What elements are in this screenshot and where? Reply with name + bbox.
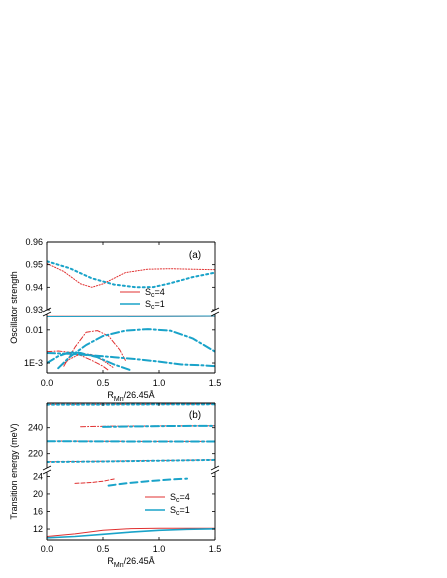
axis-break-mark: [42, 311, 52, 317]
y-tick-label: 1E-3: [24, 358, 43, 368]
y-tick-label: 0.01: [25, 325, 43, 335]
x-tick-label: 1.0: [153, 378, 166, 388]
series-line-sc-4-5: [47, 350, 110, 371]
x-tick-label: 0.5: [97, 378, 110, 388]
series-line-sc-1-3: [47, 315, 215, 317]
x-axis-title: RMn/26.45Å: [107, 390, 154, 403]
y-axis-title: Oscillator strength: [9, 271, 19, 344]
panel-b: 0.0 0.5 1.0 1.5 240 220 24 20 16 12 RMn/26.45Å Tran…: [9, 402, 222, 569]
x-tick-label: 1.0: [153, 544, 166, 554]
panel-label: (b): [189, 410, 201, 421]
series-line-sc-1-9: [47, 351, 132, 372]
legend: Sc=4Sc=1: [145, 492, 190, 517]
legend-label: Sc=1: [170, 505, 190, 517]
axis-break-mark: [210, 469, 220, 475]
series-line-sc-4-10: [47, 527, 215, 537]
legend-label: Sc=1: [145, 299, 165, 311]
series-line-sc-1-3: [102, 424, 215, 428]
y-axis-title: Transition energy (meV): [9, 423, 19, 519]
series-line-sc-1-7: [47, 458, 215, 463]
x-tick-label: 0.5: [97, 544, 110, 554]
series-line-sc-1-9: [107, 477, 188, 487]
axis-break-mark: [42, 465, 52, 471]
y-tick-label: 240: [28, 423, 43, 433]
axis-break-mark: [210, 311, 220, 317]
y-tick-label: 0.96: [25, 237, 43, 247]
y-tick-label: 0.93: [25, 305, 43, 315]
x-tick-label: 0.0: [41, 544, 54, 554]
x-tick-label: 0.0: [41, 378, 54, 388]
y-tick-label: 16: [33, 506, 43, 516]
legend-label: Sc=4: [170, 492, 190, 504]
panel-a: 0.0 0.5 1.0 1.5 0.96 0.95 0.94 0.93 0.01 1E-3 RMn/…: [9, 237, 221, 403]
series-line-sc-1-7: [57, 328, 215, 370]
series-line-sc-1-11: [47, 527, 215, 539]
y-tick-label: 24: [33, 471, 43, 481]
series-line-sc-4-0: [47, 263, 215, 288]
legend: Sc=4Sc=1: [120, 287, 165, 311]
x-tick-label: 1.5: [209, 544, 222, 554]
y-tick-label: 12: [33, 524, 43, 534]
series-line-sc-1-8: [47, 352, 215, 368]
axis-break-mark: [42, 469, 52, 475]
series-line-sc-4-4: [63, 330, 126, 367]
series-line-sc-4-8: [74, 478, 115, 484]
series-line-sc-4-2: [80, 425, 215, 428]
x-axis-title: RMn/26.45Å: [107, 556, 154, 569]
series-line-sc-1-1: [47, 260, 215, 289]
y-tick-label: 0.95: [25, 260, 43, 270]
y-tick-label: 20: [33, 489, 43, 499]
x-tick-label: 1.5: [209, 378, 222, 388]
panel-label: (a): [189, 250, 201, 261]
y-tick-label: 220: [28, 449, 43, 459]
legend-label: Sc=4: [145, 287, 165, 299]
y-tick-label: 0.94: [25, 282, 43, 292]
axis-break-mark: [210, 465, 220, 471]
